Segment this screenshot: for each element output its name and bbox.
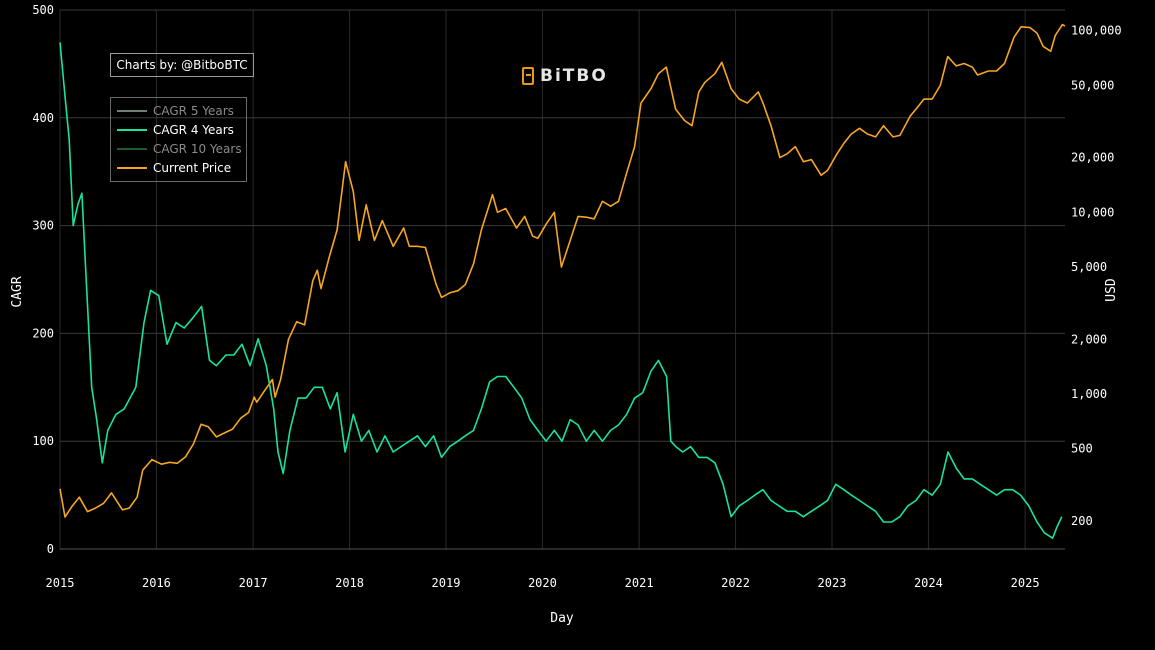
- x-tick-label: 2016: [142, 576, 171, 590]
- y2-tick-label: 20,000: [1071, 151, 1114, 165]
- legend-label: CAGR 5 Years: [153, 103, 234, 118]
- y2-axis-ticks: 200 500 1,000 2,000 5,000 10,000 20,000 50,000 1…: [1071, 24, 1122, 528]
- bitbo-logo-icon: [522, 67, 534, 85]
- x-tick-label: 2025: [1011, 576, 1040, 590]
- current-price-line: [59, 23, 1066, 518]
- y-tick-label: 0: [47, 542, 54, 556]
- y2-tick-label: 2,000: [1071, 332, 1107, 346]
- legend-swatch: [117, 147, 147, 150]
- y-axis-title: CAGR: [10, 276, 25, 307]
- horizontal-grid: [60, 9, 1065, 550]
- legend-swatch: [117, 128, 147, 131]
- legend-swatch: [117, 109, 147, 112]
- y2-tick-label: 500: [1071, 442, 1093, 456]
- x-axis-ticks: 2015 2016 2017 2018 2019 2020 2021 2022 2023 2024…: [46, 576, 1040, 590]
- x-tick-label: 2015: [46, 576, 75, 590]
- legend-item-cagr-10-years[interactable]: CAGR 10 Years: [111, 139, 246, 158]
- y-tick-label: 200: [32, 326, 54, 340]
- legend-item-cagr-4-years[interactable]: CAGR 4 Years: [111, 120, 246, 139]
- y2-tick-label: 5,000: [1071, 260, 1107, 274]
- y2-axis-title: USD: [1104, 278, 1119, 302]
- chart-credit: Charts by: @BitboBTC: [110, 53, 254, 77]
- x-tick-label: 2021: [625, 576, 654, 590]
- y-axis-ticks: 0 100 200 300 400 500: [32, 3, 54, 556]
- x-axis-title: Day: [550, 611, 574, 626]
- x-tick-label: 2022: [721, 576, 750, 590]
- x-tick-label: 2019: [432, 576, 461, 590]
- legend: CAGR 5 Years CAGR 4 Years CAGR 10 Years …: [110, 97, 247, 182]
- y2-tick-label: 200: [1071, 514, 1093, 528]
- cagr-4-years-line: [59, 42, 1063, 539]
- legend-item-current-price[interactable]: Current Price: [111, 158, 246, 177]
- x-tick-label: 2020: [528, 576, 557, 590]
- vertical-grid: [59, 10, 1026, 549]
- x-tick-label: 2018: [335, 576, 364, 590]
- x-tick-label: 2023: [818, 576, 847, 590]
- y2-tick-label: 1,000: [1071, 387, 1107, 401]
- y2-tick-label: 10,000: [1071, 205, 1114, 219]
- y2-tick-label: 50,000: [1071, 78, 1114, 92]
- y2-tick-label: 100,000: [1071, 24, 1122, 38]
- y-tick-label: 100: [32, 434, 54, 448]
- y-tick-label: 500: [32, 3, 54, 17]
- legend-item-cagr-5-years[interactable]: CAGR 5 Years: [111, 101, 246, 120]
- cagr-4-years-series-group: [59, 42, 1063, 539]
- y-tick-label: 300: [32, 219, 54, 233]
- x-tick-label: 2017: [239, 576, 268, 590]
- legend-label: CAGR 10 Years: [153, 141, 242, 156]
- x-tick-label: 2024: [914, 576, 943, 590]
- price-series-group: [59, 23, 1066, 518]
- bitbo-logo: BiTBO: [522, 65, 608, 87]
- legend-label: CAGR 4 Years: [153, 122, 234, 137]
- legend-swatch: [117, 166, 147, 169]
- y-tick-label: 400: [32, 111, 54, 125]
- legend-label: Current Price: [153, 160, 232, 175]
